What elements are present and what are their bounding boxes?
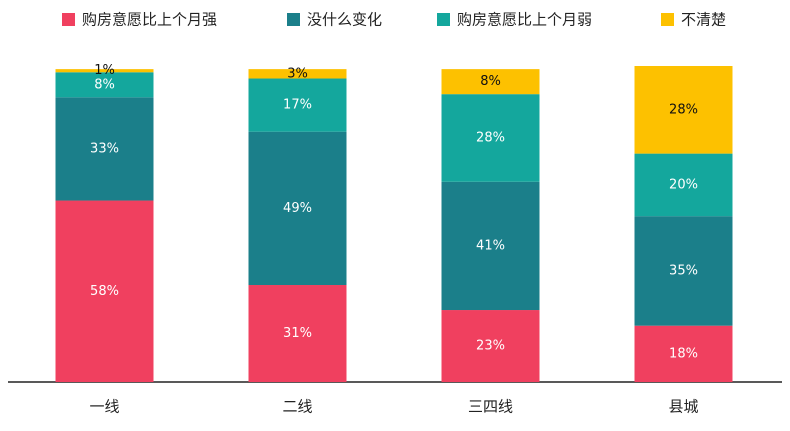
data-label: 3% (287, 66, 308, 81)
bar-segment (55, 72, 154, 98)
bar-segment (248, 131, 347, 286)
bar-segment (55, 69, 154, 73)
data-label: 20% (669, 177, 698, 192)
data-label: 41% (476, 238, 505, 253)
bar-segment (55, 97, 154, 201)
data-label: 33% (90, 141, 119, 156)
data-label: 8% (480, 74, 501, 89)
legend-label: 购房意愿比上个月弱 (457, 11, 592, 29)
bar-segment (441, 94, 540, 182)
data-label: 28% (476, 130, 505, 145)
data-label: 58% (90, 284, 119, 299)
data-label: 35% (669, 263, 698, 278)
bar-segment (634, 66, 733, 154)
bar-segment (634, 325, 733, 382)
bar-segment (55, 200, 154, 382)
bar-segment (441, 310, 540, 382)
data-label: 17% (283, 98, 312, 113)
bar-segment (248, 69, 347, 79)
legend-swatch (437, 13, 450, 26)
x-tick-label: 县城 (668, 398, 698, 416)
bar-segment (634, 153, 733, 217)
legend-label: 购房意愿比上个月强 (82, 11, 217, 29)
data-label: 8% (94, 77, 115, 92)
bar-segment (248, 78, 347, 132)
legend-label: 没什么变化 (307, 11, 382, 29)
data-label: 31% (283, 326, 312, 341)
bar-segment (634, 216, 733, 326)
data-label: 28% (669, 102, 698, 117)
data-label: 23% (476, 339, 505, 354)
bar-segment (441, 69, 540, 95)
x-tick-label: 二线 (282, 398, 312, 416)
legend-swatch (287, 13, 300, 26)
data-label: 1% (94, 63, 115, 78)
bar-segment (441, 181, 540, 311)
x-tick-label: 三四线 (468, 398, 513, 416)
bar-segment (248, 285, 347, 382)
x-tick-label: 一线 (89, 398, 119, 416)
data-label: 18% (669, 346, 698, 361)
legend-swatch (661, 13, 674, 26)
legend-label: 不清楚 (681, 11, 726, 29)
legend-swatch (62, 13, 75, 26)
data-label: 49% (283, 201, 312, 216)
